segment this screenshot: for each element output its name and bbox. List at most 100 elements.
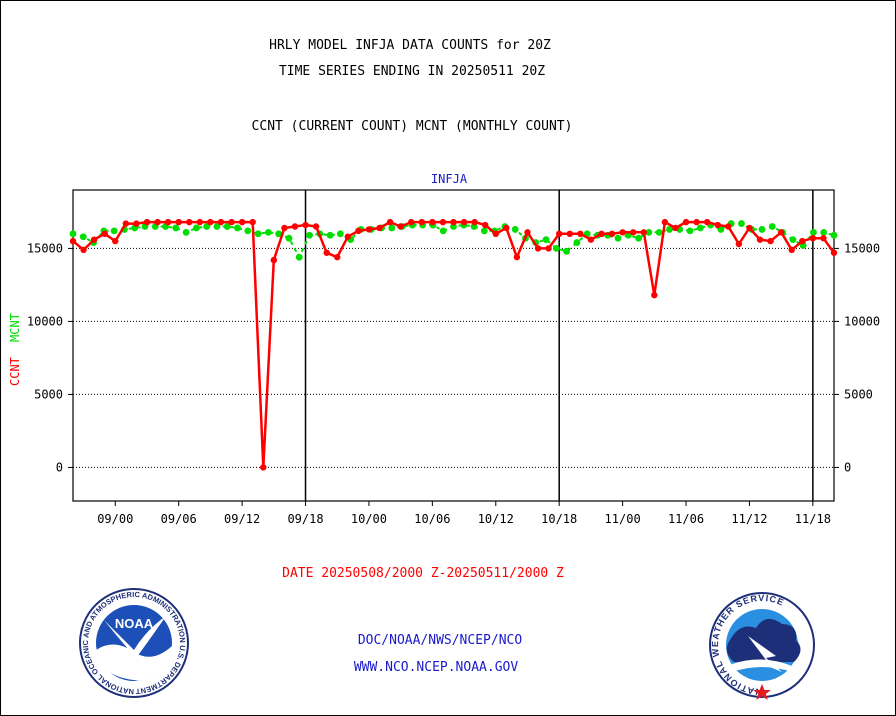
series-line-ccnt xyxy=(72,220,836,469)
data-point-mcnt xyxy=(614,234,622,242)
data-point-mcnt xyxy=(820,228,828,236)
data-point-ccnt xyxy=(725,223,732,230)
data-point-mcnt xyxy=(69,230,77,238)
data-point-mcnt xyxy=(789,236,797,244)
data-point-mcnt xyxy=(110,227,118,235)
data-point-ccnt xyxy=(291,223,299,230)
data-point-ccnt xyxy=(418,218,425,226)
data-point-mcnt xyxy=(223,223,231,230)
data-point-ccnt xyxy=(471,218,478,226)
data-point-ccnt xyxy=(619,229,626,236)
data-point-ccnt xyxy=(492,230,499,238)
data-point-mcnt xyxy=(758,226,766,233)
data-point-mcnt xyxy=(696,224,704,232)
data-point-ccnt xyxy=(143,218,151,226)
chart-title-line2: TIME SERIES ENDING IN 20250511 20Z xyxy=(278,64,546,79)
data-point-ccnt xyxy=(429,218,436,226)
data-point-mcnt xyxy=(686,227,694,235)
data-point-ccnt xyxy=(281,224,288,232)
data-point-ccnt xyxy=(587,236,595,243)
data-point-ccnt xyxy=(598,230,605,238)
data-point-mcnt xyxy=(244,227,252,235)
data-point-ccnt xyxy=(746,224,753,232)
data-point-ccnt xyxy=(661,218,669,226)
data-point-ccnt xyxy=(133,220,140,227)
data-point-ccnt xyxy=(524,229,531,236)
data-point-ccnt xyxy=(555,230,563,238)
data-point-ccnt xyxy=(682,218,690,226)
data-point-ccnt xyxy=(629,229,637,236)
data-point-ccnt xyxy=(69,237,77,245)
x-tick-label: 10/18 xyxy=(541,512,577,526)
data-point-ccnt xyxy=(260,464,267,471)
x-tick-label: 11/00 xyxy=(605,512,641,526)
data-point-ccnt xyxy=(186,218,193,226)
x-tick-label: 09/12 xyxy=(224,512,260,526)
data-point-ccnt xyxy=(439,218,447,226)
chart-subtitle: CCNT (CURRENT COUNT) MCNT (MONTHLY COUNT… xyxy=(251,119,573,134)
y-tick-label-left: 0 xyxy=(56,460,63,474)
data-point-ccnt xyxy=(217,218,225,226)
data-point-mcnt xyxy=(234,224,241,232)
data-point-mcnt xyxy=(254,230,262,238)
org-line: DOC/NOAA/NWS/NCEP/NCO xyxy=(357,633,523,648)
data-point-mcnt xyxy=(182,228,190,236)
data-point-ccnt xyxy=(312,223,320,230)
data-point-ccnt xyxy=(503,224,510,232)
data-point-ccnt xyxy=(799,237,806,245)
data-point-ccnt xyxy=(302,221,309,229)
data-point-ccnt xyxy=(323,249,330,256)
y-tick-label-left: 5000 xyxy=(34,387,63,401)
data-point-mcnt xyxy=(635,234,643,242)
data-point-ccnt xyxy=(270,256,278,264)
data-point-ccnt xyxy=(164,218,172,226)
data-point-ccnt xyxy=(703,218,711,226)
data-point-ccnt xyxy=(513,253,521,261)
data-point-ccnt xyxy=(80,246,87,254)
data-point-mcnt xyxy=(480,227,488,235)
data-point-mcnt xyxy=(306,231,313,239)
plot-title: INFJA xyxy=(430,172,468,186)
x-tick-label: 11/12 xyxy=(731,512,767,526)
data-point-ccnt xyxy=(228,218,235,226)
data-point-ccnt xyxy=(577,230,584,238)
data-point-mcnt xyxy=(511,226,519,233)
data-point-ccnt xyxy=(545,245,552,252)
x-tick-label: 11/06 xyxy=(668,512,704,526)
data-point-ccnt xyxy=(386,218,394,226)
y-tick-label-left: 10000 xyxy=(27,314,63,328)
data-point-mcnt xyxy=(666,226,673,233)
y-tick-label-right: 5000 xyxy=(844,387,873,401)
data-point-mcnt xyxy=(213,223,221,230)
data-point-ccnt xyxy=(249,218,256,226)
data-point-ccnt xyxy=(651,291,658,299)
y-tick-label-right: 0 xyxy=(844,460,851,474)
data-point-ccnt xyxy=(820,234,827,242)
data-point-mcnt xyxy=(738,220,745,227)
data-point-ccnt xyxy=(482,221,489,229)
data-point-ccnt xyxy=(460,218,468,226)
data-point-mcnt xyxy=(295,253,303,261)
data-point-ccnt xyxy=(830,249,838,256)
data-point-ccnt xyxy=(788,246,795,254)
data-point-mcnt xyxy=(193,224,200,232)
data-point-mcnt xyxy=(275,230,283,238)
data-point-ccnt xyxy=(714,221,721,229)
data-point-ccnt xyxy=(90,236,98,243)
data-point-mcnt xyxy=(542,236,550,244)
data-point-mcnt xyxy=(203,223,211,230)
data-point-mcnt xyxy=(388,224,396,232)
data-point-ccnt xyxy=(175,218,182,226)
x-tick-label: 09/18 xyxy=(287,512,323,526)
y-tick-label-right: 10000 xyxy=(844,314,880,328)
data-point-mcnt xyxy=(768,223,776,230)
data-point-mcnt xyxy=(264,228,272,236)
x-tick-label: 09/06 xyxy=(161,512,197,526)
data-point-ccnt xyxy=(365,226,373,233)
data-point-mcnt xyxy=(573,239,581,246)
data-point-mcnt xyxy=(79,233,87,241)
website-link[interactable]: WWW.NCO.NCEP.NOAA.GOV xyxy=(353,660,519,675)
data-point-ccnt xyxy=(334,253,341,261)
data-point-mcnt xyxy=(439,227,447,235)
